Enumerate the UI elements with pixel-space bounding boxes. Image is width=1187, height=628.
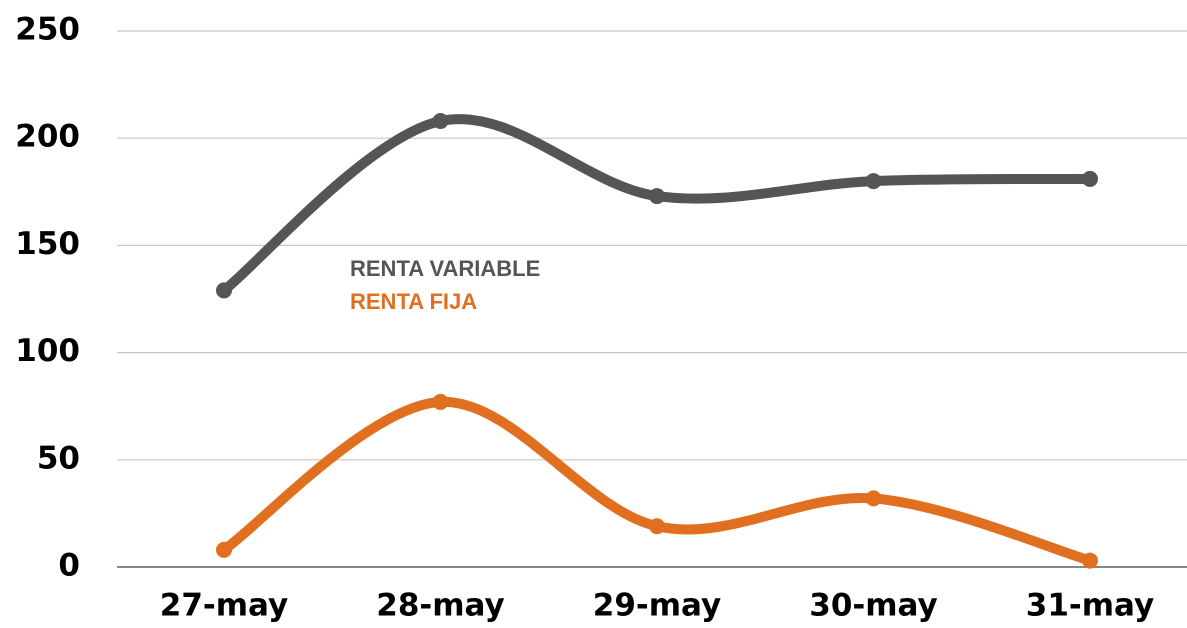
x-tick-label: 27-may — [160, 588, 288, 624]
x-tick-label: 30-may — [809, 588, 937, 624]
line — [219, 396, 1095, 566]
y-tick-label: 50 — [37, 440, 80, 476]
legend-label: RENTA VARIABLE — [350, 256, 540, 281]
x-tick-label: 28-may — [376, 588, 504, 624]
point — [216, 282, 232, 299]
point — [432, 393, 449, 410]
legend-label: RENTA FIJA — [350, 289, 477, 314]
point — [1082, 170, 1098, 187]
point — [216, 541, 232, 558]
point — [865, 490, 882, 507]
x-tick-label: 29-may — [593, 588, 721, 624]
x-tick-label: 31-may — [1026, 588, 1154, 624]
point — [432, 113, 449, 130]
y-tick-label: 0 — [58, 548, 80, 584]
point — [649, 518, 665, 535]
point — [649, 188, 665, 205]
y-tick-label: 100 — [15, 333, 80, 369]
point — [1082, 552, 1098, 569]
y-tick-label: 250 — [15, 12, 80, 48]
point — [865, 173, 882, 190]
y-tick-label: 150 — [15, 226, 80, 262]
y-tick-label: 200 — [15, 119, 80, 155]
